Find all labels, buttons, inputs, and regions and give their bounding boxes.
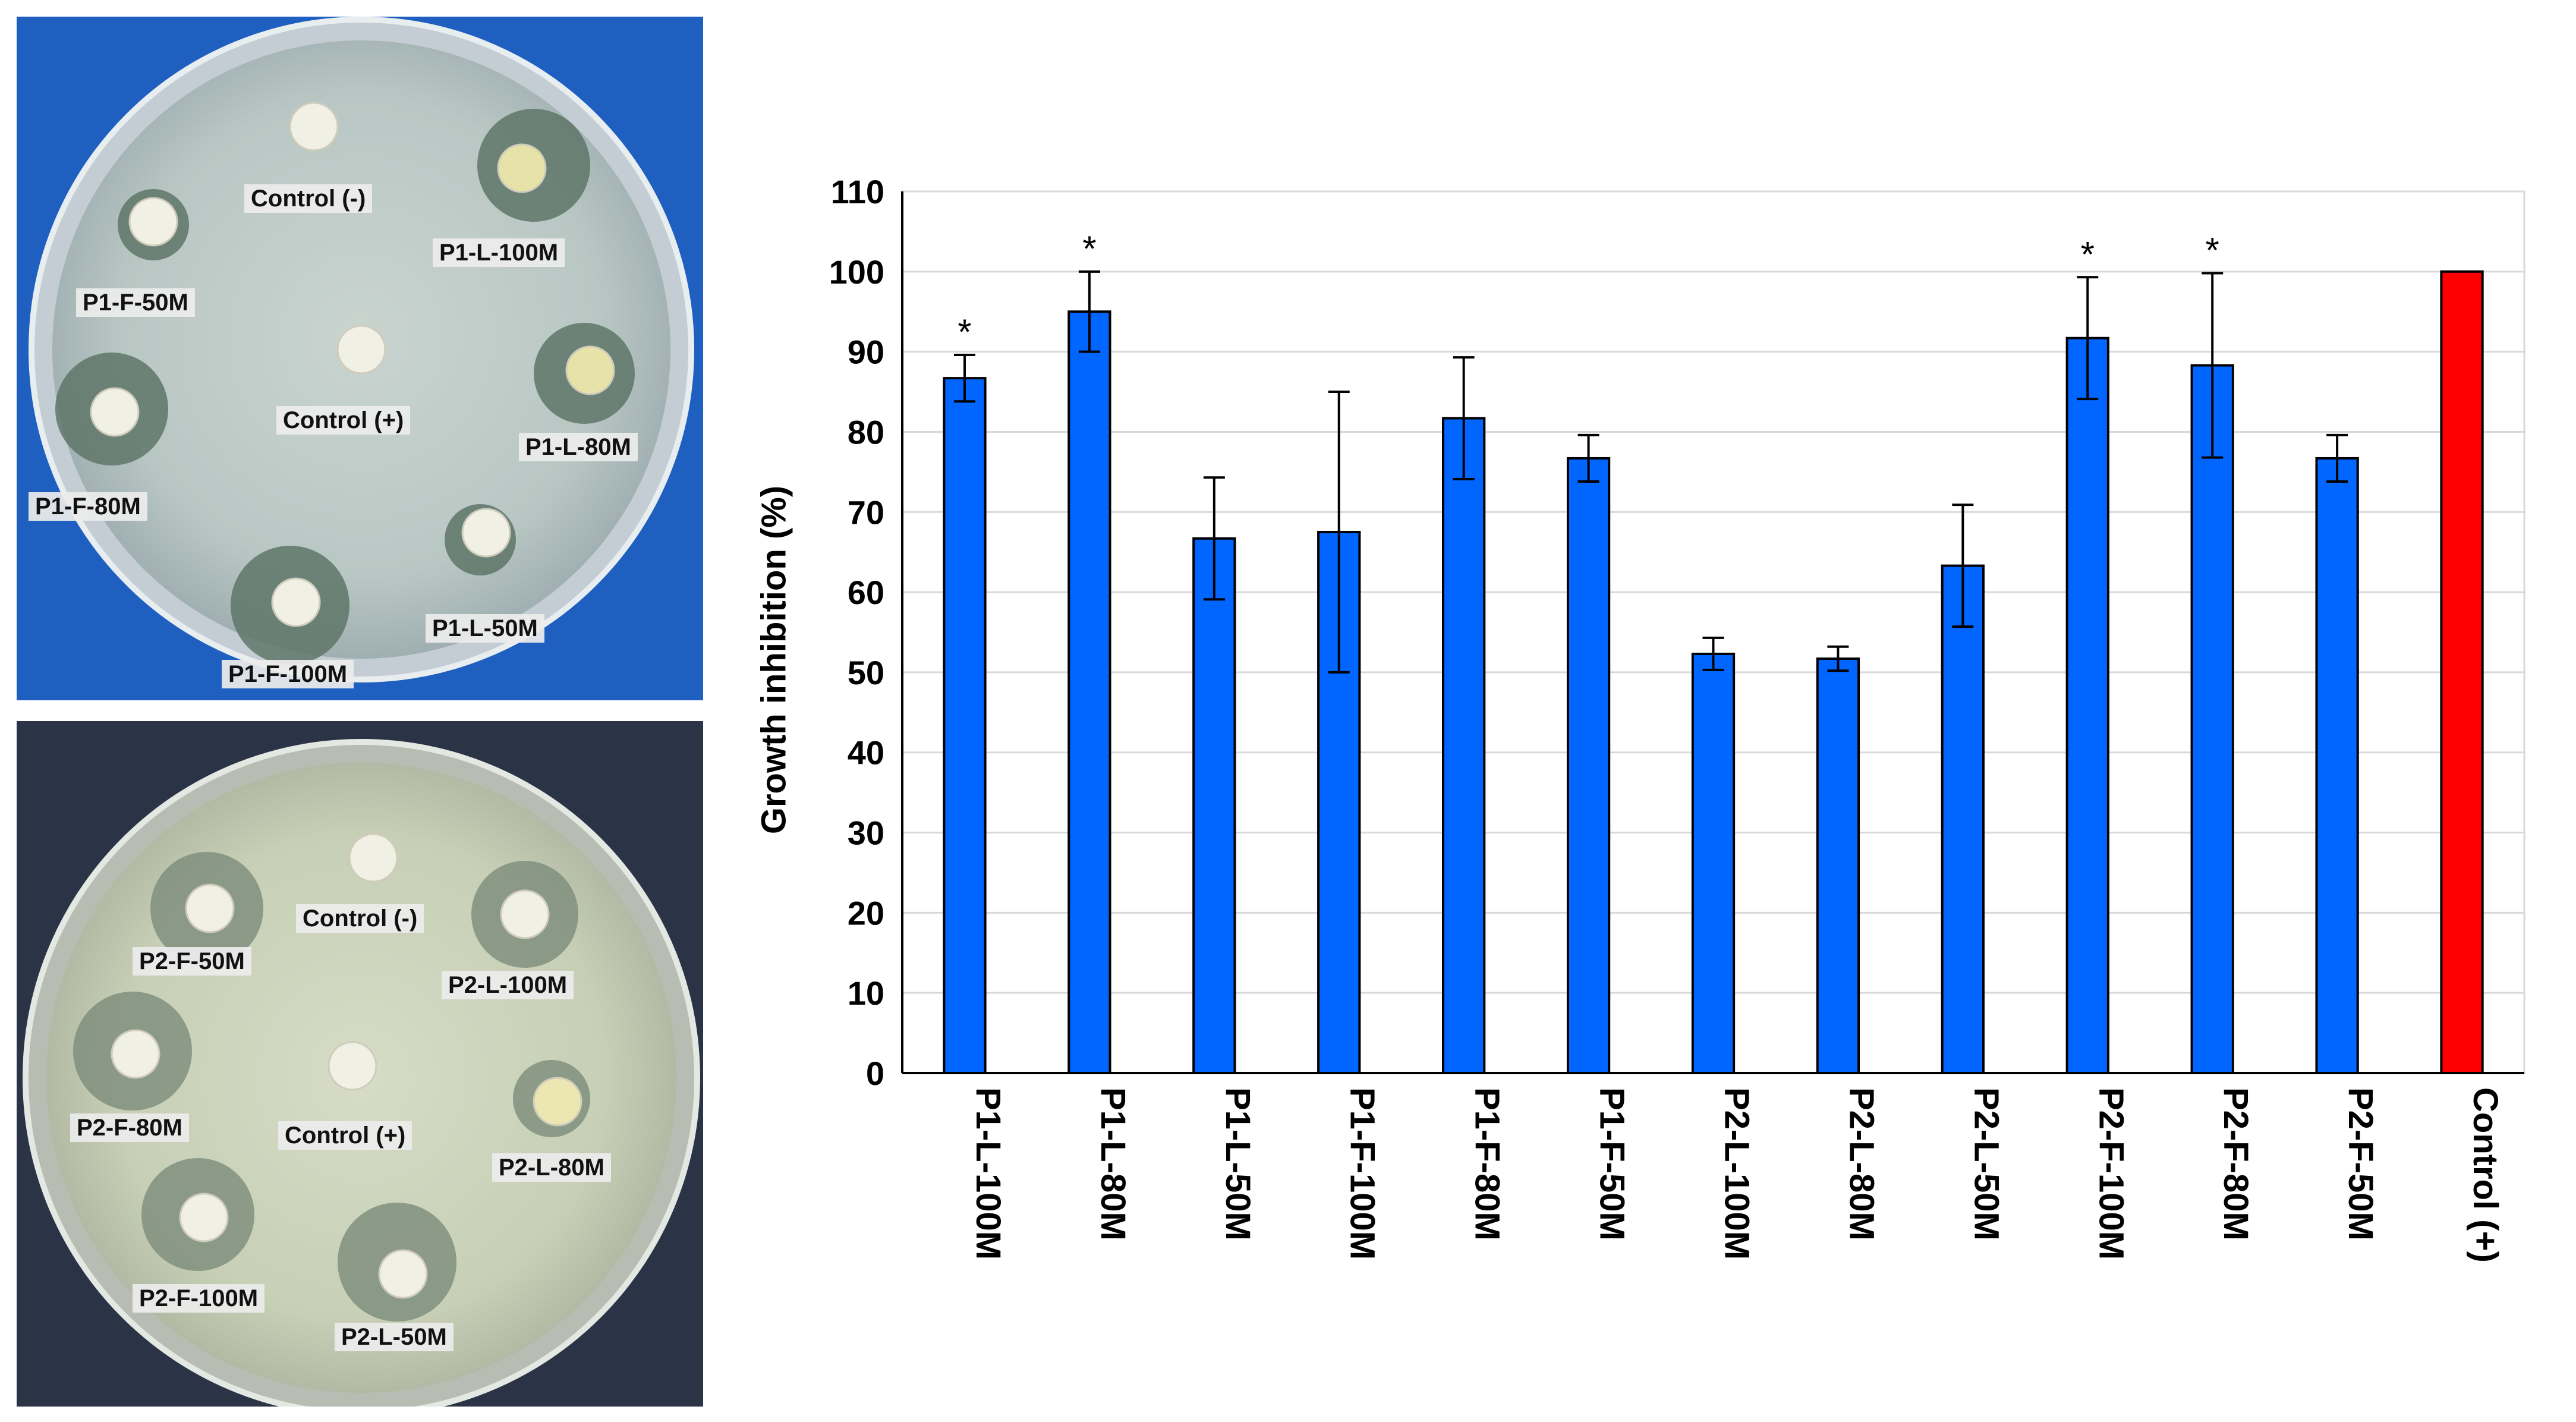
bar-p1-l-50m	[1192, 537, 1236, 1074]
paper-disc	[111, 1029, 160, 1079]
disc-label-p1-f-50m: P1-F-50M	[76, 288, 195, 317]
y-tick-label: 40	[848, 734, 884, 772]
paper-disc	[185, 883, 235, 933]
antibiotic-discs	[111, 833, 582, 1299]
petri-dish-photo-p2: P2-F-50M Control (-) P2-L-100M P2-F-80M …	[17, 721, 703, 1407]
paper-disc	[327, 1041, 377, 1091]
disc-label-control-positive: Control (+)	[276, 406, 411, 435]
disc-label-p1-f-100m: P1-F-100M	[222, 660, 354, 688]
paper-disc	[378, 1249, 428, 1299]
disc-label-control-positive: Control (+)	[278, 1121, 412, 1150]
significance-marker: *	[2206, 231, 2219, 270]
paper-disc	[565, 345, 615, 395]
disc-label-p1-l-100m: P1-L-100M	[433, 238, 565, 267]
chart-canvas: 0 10 20 30 40 50 60 70 80 90 100 110 * P1-L-100M * P1-L…	[829, 173, 2525, 1263]
x-tick-label: P1-F-50M	[1593, 1087, 1632, 1241]
y-tick-label: 70	[848, 493, 884, 531]
paper-disc	[461, 508, 511, 558]
bar-p1-l-80m	[1067, 310, 1111, 1074]
bar-p2-f-50m	[2315, 457, 2359, 1074]
x-tick-label: P1-F-100M	[1343, 1087, 1382, 1260]
x-tick-label: P1-F-80M	[1468, 1087, 1507, 1241]
x-tick-label: P1-L-100M	[969, 1087, 1007, 1260]
disc-label-p2-f-100m: P2-F-100M	[133, 1284, 265, 1313]
y-tick-label: 10	[848, 974, 884, 1012]
x-tick-label: Control (+)	[2466, 1087, 2505, 1263]
y-tick-label: 90	[848, 334, 884, 371]
y-tick-label: 50	[848, 654, 884, 691]
x-tick-label: P2-L-80M	[1842, 1087, 1881, 1241]
bar-p2-f-80m	[2190, 364, 2234, 1075]
disc-label-p1-l-50m: P1-L-50M	[426, 614, 544, 643]
x-tick-label: P1-L-80M	[1094, 1087, 1132, 1241]
petri-dish-p1-drawing	[29, 17, 694, 682]
petri-dish-p2-drawing	[23, 739, 700, 1407]
significance-marker: *	[958, 312, 971, 352]
disc-label-p1-l-80m: P1-L-80M	[519, 433, 638, 461]
y-tick-label: 100	[829, 253, 884, 291]
x-tick-label: P2-F-100M	[2092, 1087, 2130, 1260]
paper-disc	[289, 102, 339, 152]
y-tick-label: 80	[848, 413, 884, 451]
bar-p2-l-80m	[1816, 657, 1860, 1074]
y-tick-label: 110	[831, 173, 884, 210]
y-tick-label: 60	[848, 574, 884, 611]
disc-label-p2-l-50m: P2-L-50M	[335, 1323, 454, 1351]
x-tick-label: P2-L-50M	[1967, 1087, 2005, 1241]
bar-control-	[2440, 270, 2484, 1074]
x-tick-label: P2-L-100M	[1718, 1087, 1756, 1260]
bar-p2-f-100m	[2065, 336, 2109, 1074]
disc-label-p2-l-100m: P2-L-100M	[442, 971, 574, 999]
paper-disc	[179, 1193, 229, 1242]
disc-label-p1-f-80m: P1-F-80M	[29, 492, 147, 521]
disc-label-p2-l-80m: P2-L-80M	[492, 1153, 611, 1182]
petri-dish-photo-p1: Control (-) P1-L-100M P1-F-50M Control (…	[17, 17, 703, 700]
paper-disc	[497, 143, 547, 193]
disc-label-control-negative: Control (-)	[296, 904, 424, 933]
x-tick-label: P1-L-50M	[1218, 1087, 1257, 1241]
paper-disc	[90, 387, 140, 437]
bar-p2-l-100m	[1691, 652, 1736, 1074]
bar-p1-f-80m	[1442, 417, 1486, 1075]
paper-disc	[271, 577, 321, 627]
y-axis-label: Growth inhibition (%)	[754, 485, 793, 835]
significance-marker: *	[2081, 234, 2095, 274]
bar-p1-f-50m	[1566, 457, 1611, 1074]
y-tick-label: 30	[848, 814, 884, 852]
antibiotic-discs	[90, 102, 615, 627]
bar-p2-l-50m	[1941, 564, 1985, 1074]
x-tick-label: P2-F-80M	[2216, 1087, 2255, 1241]
paper-disc	[336, 325, 386, 375]
paper-disc	[128, 197, 178, 247]
growth-inhibition-chart: 0 10 20 30 40 50 60 70 80 90 100 110 * P1-L-100M * P1-L…	[731, 119, 2576, 1422]
bar-p1-l-100m	[943, 377, 987, 1075]
paper-disc	[500, 889, 550, 939]
y-tick-label: 0	[866, 1055, 884, 1092]
significance-marker: *	[1082, 229, 1096, 269]
paper-disc	[348, 833, 398, 883]
disc-label-p2-f-50m: P2-F-50M	[133, 947, 251, 976]
y-tick-label: 20	[848, 894, 884, 932]
paper-disc	[533, 1077, 582, 1127]
disc-label-p2-f-80m: P2-F-80M	[70, 1113, 189, 1142]
disc-label-control-negative: Control (-)	[244, 184, 373, 213]
x-tick-label: P2-F-50M	[2341, 1087, 2380, 1241]
